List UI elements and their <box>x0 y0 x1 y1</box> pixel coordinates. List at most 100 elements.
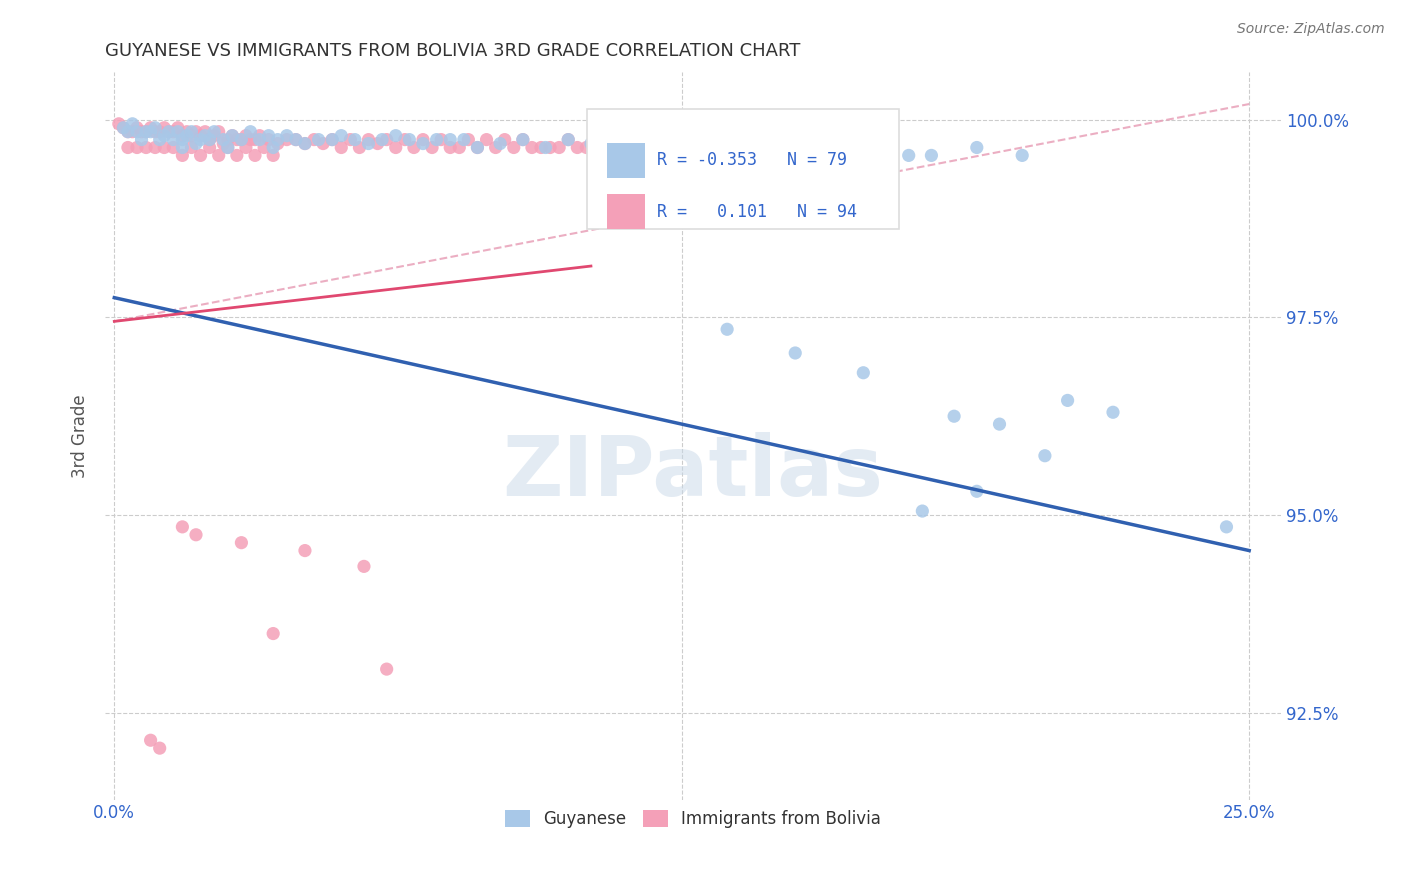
Point <box>135 125 157 139</box>
Point <box>648 140 671 154</box>
Point <box>221 128 243 143</box>
Point <box>375 662 398 676</box>
Point <box>1215 520 1237 534</box>
Point <box>494 133 516 147</box>
Point <box>453 133 475 147</box>
Point <box>716 148 738 162</box>
Point <box>112 120 135 135</box>
Point <box>357 136 380 151</box>
Point <box>852 148 875 162</box>
Point <box>166 125 188 139</box>
Point <box>231 133 253 147</box>
Point <box>217 133 239 147</box>
Point <box>180 125 202 139</box>
Point <box>131 133 153 147</box>
Point <box>920 148 942 162</box>
Point <box>626 148 648 162</box>
Legend: Guyanese, Immigrants from Bolivia: Guyanese, Immigrants from Bolivia <box>498 804 889 835</box>
Point <box>716 322 738 336</box>
Point <box>108 117 131 131</box>
Point <box>384 128 406 143</box>
Point <box>384 140 406 154</box>
Point <box>231 133 253 147</box>
Point <box>357 133 380 147</box>
Point <box>785 346 807 360</box>
Point <box>217 140 239 154</box>
Point <box>172 133 194 147</box>
Point <box>520 140 543 154</box>
Point <box>239 125 262 139</box>
Point <box>112 120 135 135</box>
Point <box>308 133 330 147</box>
Point <box>180 128 202 143</box>
Point <box>943 409 966 424</box>
Point <box>131 125 153 139</box>
Point <box>294 136 316 151</box>
Point <box>321 133 343 147</box>
Point <box>198 133 221 147</box>
Point <box>262 626 284 640</box>
Point <box>157 125 180 139</box>
Point <box>412 136 434 151</box>
Point <box>371 133 394 147</box>
Point <box>579 136 602 151</box>
Point <box>489 136 512 151</box>
Point <box>502 140 524 154</box>
Point <box>198 133 221 147</box>
Point <box>143 120 166 135</box>
Point <box>208 125 231 139</box>
Point <box>911 504 934 518</box>
Point <box>534 140 557 154</box>
Point <box>262 140 284 154</box>
Point <box>426 133 449 147</box>
Point <box>125 125 148 139</box>
Point <box>402 140 425 154</box>
Point <box>420 140 443 154</box>
Point <box>1033 449 1056 463</box>
Point <box>557 133 579 147</box>
Point <box>162 140 184 154</box>
Text: R = -0.353   N = 79: R = -0.353 N = 79 <box>657 152 846 169</box>
Point <box>225 148 247 162</box>
Point <box>139 120 162 135</box>
Point <box>567 140 589 154</box>
Point <box>172 148 194 162</box>
Point <box>125 140 148 154</box>
Text: ZIPatlas: ZIPatlas <box>502 432 883 513</box>
Point <box>807 148 830 162</box>
Text: GUYANESE VS IMMIGRANTS FROM BOLIVIA 3RD GRADE CORRELATION CHART: GUYANESE VS IMMIGRANTS FROM BOLIVIA 3RD … <box>105 42 800 60</box>
Point <box>602 133 624 147</box>
Point <box>153 128 176 143</box>
Point <box>172 520 194 534</box>
Point <box>557 133 579 147</box>
Point <box>139 125 162 139</box>
Point <box>139 733 162 747</box>
Point <box>121 125 143 139</box>
Point <box>439 133 461 147</box>
Point <box>149 125 172 139</box>
Point <box>897 148 920 162</box>
Point <box>430 133 453 147</box>
Point <box>966 484 988 499</box>
Point <box>349 140 371 154</box>
Point <box>190 128 212 143</box>
Point <box>194 128 217 143</box>
Point <box>190 148 212 162</box>
Point <box>449 140 471 154</box>
Point <box>375 133 398 147</box>
FancyBboxPatch shape <box>588 109 898 228</box>
Point <box>439 140 461 154</box>
Point <box>125 120 148 135</box>
Point <box>575 140 598 154</box>
Point <box>457 133 479 147</box>
Point <box>162 125 184 139</box>
Point <box>202 125 225 139</box>
Point <box>243 148 266 162</box>
Point <box>339 133 361 147</box>
Point <box>184 136 207 151</box>
Point <box>966 140 988 154</box>
Point <box>180 140 202 154</box>
Point <box>249 128 271 143</box>
Point <box>184 528 207 542</box>
Point <box>202 128 225 143</box>
